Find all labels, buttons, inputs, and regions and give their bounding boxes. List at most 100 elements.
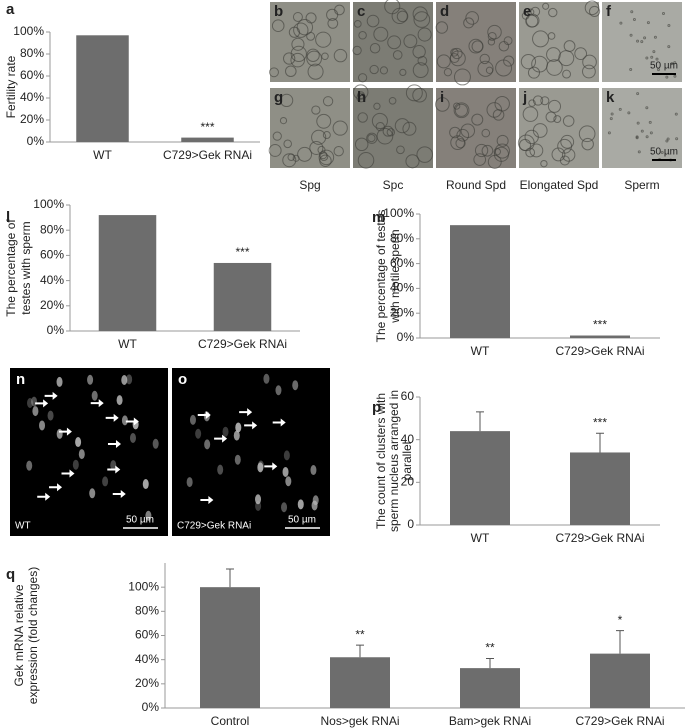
micrograph <box>519 88 599 168</box>
nucleus <box>72 459 79 470</box>
micrograph <box>270 2 350 82</box>
cell-texture <box>402 121 417 136</box>
cell-texture <box>532 123 548 138</box>
cell-texture <box>282 153 297 168</box>
nucleus <box>312 495 319 506</box>
cell-texture <box>609 117 613 121</box>
cell-texture <box>373 26 389 42</box>
cell-texture <box>503 55 515 67</box>
y-tick-label: 20% <box>390 305 414 319</box>
arrow <box>264 462 278 471</box>
nucleus <box>255 494 262 505</box>
cell-texture <box>396 10 409 23</box>
micrograph-caption: Spg <box>299 178 320 192</box>
x-tick-label: C729>Gek RNAi <box>163 148 252 162</box>
panel-label: WT <box>15 521 31 532</box>
x-tick-label: WT <box>118 337 137 351</box>
micrograph <box>602 88 682 168</box>
y-tick-label: 80% <box>135 604 159 618</box>
significance: ** <box>355 627 365 641</box>
arrow <box>125 417 139 426</box>
cell-texture <box>285 65 297 78</box>
panel-letter: n <box>16 371 25 388</box>
cell-texture <box>640 40 644 44</box>
y-tick-label: 80% <box>20 46 44 60</box>
cell-texture <box>648 120 652 124</box>
y-tick-label: 40% <box>20 90 44 104</box>
micrograph <box>602 2 682 82</box>
y-tick-label: 20 <box>401 475 415 489</box>
cell-texture <box>416 146 434 163</box>
cell-texture <box>354 137 369 152</box>
micrograph <box>353 88 433 168</box>
y-tick-label: 20% <box>20 112 44 126</box>
error-bar <box>616 630 624 654</box>
cell-texture <box>629 33 633 37</box>
cell-texture <box>283 139 292 149</box>
cell-texture <box>436 54 451 69</box>
bar <box>181 137 234 142</box>
bar <box>570 335 630 338</box>
y-axis-label: The percentage of <box>4 219 18 317</box>
cell-texture <box>627 111 631 115</box>
x-tick-label: WT <box>93 148 112 162</box>
y-tick-label: 60% <box>40 248 64 262</box>
nucleus <box>78 449 85 460</box>
micrograph-caption: Elongated Spd <box>520 178 599 192</box>
cell-texture <box>673 61 677 65</box>
cell-texture <box>520 54 537 70</box>
arrow <box>61 469 75 478</box>
arrow <box>44 391 58 400</box>
arrow <box>107 465 121 474</box>
cell-texture <box>450 135 465 150</box>
cell-texture <box>547 99 562 113</box>
cell-texture <box>463 17 475 29</box>
nucleus <box>26 460 33 471</box>
y-tick-label: 0% <box>27 134 45 148</box>
arrow <box>214 434 228 443</box>
cell-texture <box>547 32 556 40</box>
nucleus <box>217 464 224 475</box>
y-tick-label: 40% <box>390 281 414 295</box>
cell-texture <box>582 54 597 70</box>
cell-texture <box>279 116 288 125</box>
cell-texture <box>451 47 463 60</box>
cell-texture <box>630 10 634 14</box>
nucleus <box>91 390 98 401</box>
cell-texture <box>493 146 510 162</box>
cell-texture <box>321 52 329 61</box>
bar <box>76 35 129 142</box>
y-tick-label: 100% <box>13 24 44 38</box>
arrow <box>112 490 126 499</box>
nucleus <box>121 374 128 385</box>
cell-texture <box>318 149 335 166</box>
cell-texture <box>629 68 633 72</box>
cell-texture <box>352 45 362 56</box>
cell-texture <box>272 131 282 141</box>
scale-bar-label: 50 µm <box>126 515 154 526</box>
cell-texture <box>578 125 596 143</box>
panel-letter: q <box>6 566 15 583</box>
x-tick-label: C729>Gek RNAi <box>198 337 287 351</box>
error-bar <box>356 644 364 658</box>
micrograph <box>353 2 433 82</box>
cell-texture <box>386 128 396 137</box>
bar <box>330 657 390 708</box>
arrow <box>58 427 72 436</box>
cell-texture <box>546 47 561 62</box>
cell-texture <box>481 128 491 138</box>
cell-texture <box>435 97 450 112</box>
error-bar <box>476 411 484 432</box>
cell-texture <box>643 36 647 40</box>
arrow <box>272 418 286 427</box>
y-tick-label: 0% <box>142 700 160 714</box>
cell-texture <box>548 7 558 18</box>
nucleus <box>234 454 241 465</box>
x-tick-label: C729>Gek RNAi <box>575 714 664 728</box>
cell-texture <box>322 131 331 140</box>
cell-texture <box>477 60 494 77</box>
cell-texture <box>525 14 539 28</box>
nucleus <box>285 476 292 487</box>
nucleus <box>102 476 109 487</box>
